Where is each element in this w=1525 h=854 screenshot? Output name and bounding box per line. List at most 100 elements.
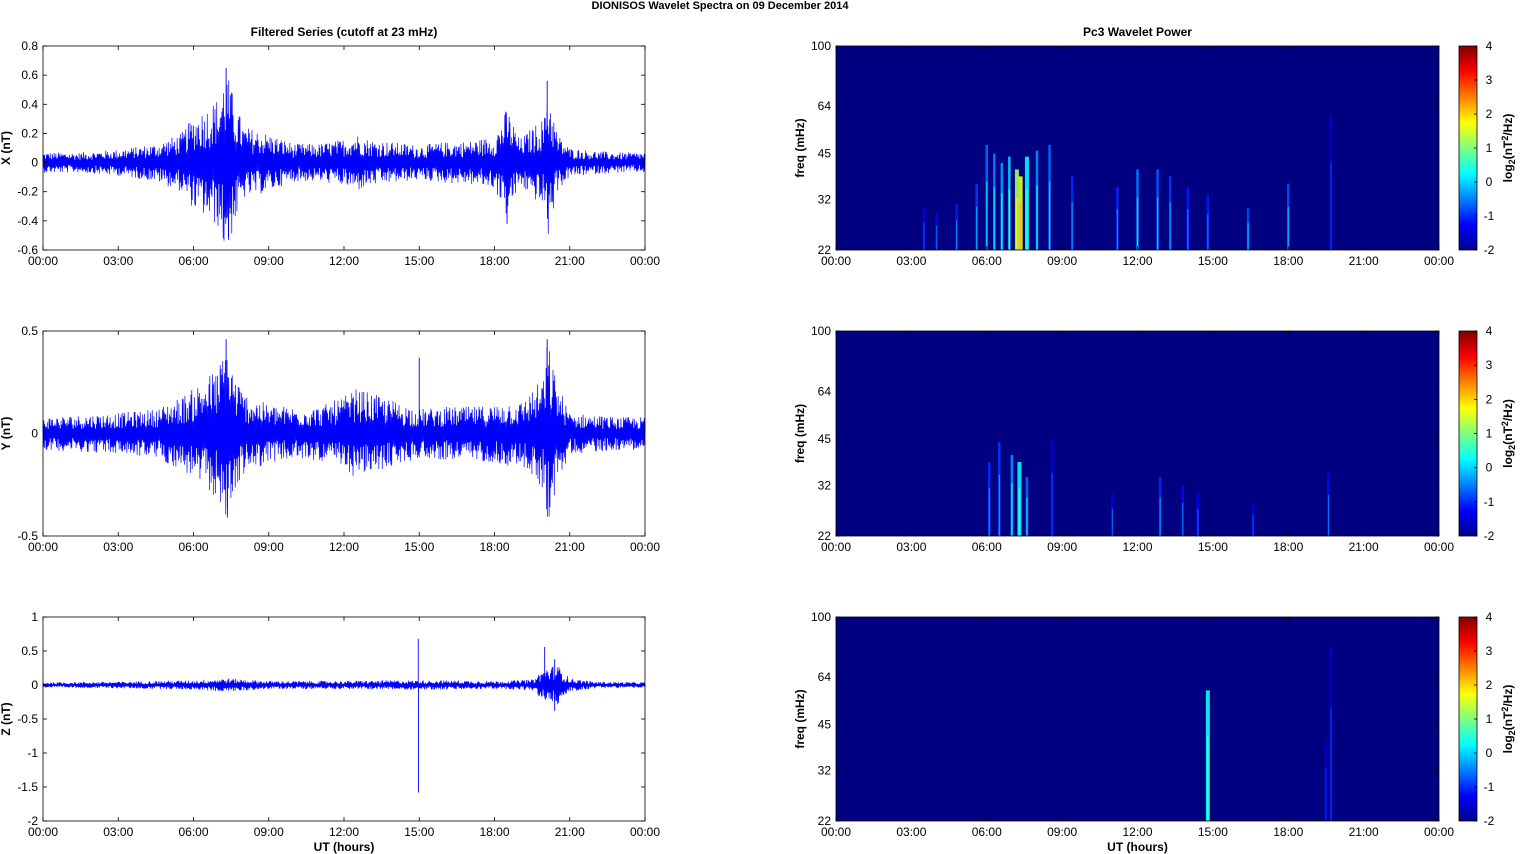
y-tick-label: 45 — [818, 432, 832, 446]
x-tick-label: 15:00 — [1198, 540, 1228, 554]
x-tick-label: 18:00 — [479, 540, 509, 554]
heatmap-streak-core — [1159, 497, 1161, 536]
heatmap-streak-core — [1011, 483, 1013, 536]
heatmap-streak-core — [993, 187, 995, 250]
colorbar-tick-label: 1 — [1486, 427, 1493, 441]
x-tick-label: 18:00 — [1273, 825, 1303, 839]
chart-title: Pc3 Wavelet Power — [1083, 25, 1192, 39]
y-tick-label: 1 — [31, 610, 38, 624]
y-axis-label: freq (mHz) — [793, 118, 807, 177]
heatmap-streak-core — [1016, 197, 1018, 250]
x-tick-label: 12:00 — [329, 825, 359, 839]
plot-area — [43, 617, 645, 821]
x-tick-label: 18:00 — [479, 254, 509, 268]
x-tick-label: 12:00 — [1122, 825, 1152, 839]
y-axis-label: X (nT) — [0, 131, 13, 165]
y-tick-label: 0.5 — [21, 324, 38, 338]
x-tick-label: 00:00 — [821, 825, 851, 839]
heatmap-streak-core — [1207, 214, 1209, 250]
heatmap-streak-core — [1330, 162, 1332, 250]
heatmap-streak-core — [1187, 209, 1189, 250]
x-tick-label: 15:00 — [1198, 254, 1228, 268]
x-tick-label: 03:00 — [103, 540, 133, 554]
y-tick-label: -0.4 — [17, 214, 38, 228]
y-tick-label: 0.8 — [21, 39, 38, 53]
colorbar-tick-label: 4 — [1486, 324, 1493, 338]
colorbar-tick-label: -1 — [1484, 495, 1495, 509]
heatmap-streak-core — [976, 206, 978, 250]
chart-title: Filtered Series (cutoff at 23 mHz) — [251, 25, 438, 39]
y-tick-label: 32 — [818, 478, 832, 492]
colorbar-tick-label: -2 — [1484, 814, 1495, 828]
y-tick-label: 32 — [818, 193, 832, 207]
x-tick-label: 03:00 — [896, 254, 926, 268]
x-axis-label: UT (hours) — [314, 840, 375, 854]
heatmap-streak-core — [1001, 193, 1003, 250]
x-tick-label: 06:00 — [178, 825, 208, 839]
heatmap-streak-core — [1020, 202, 1022, 250]
colorbar-label: log2(nT2/Hz) — [1500, 114, 1517, 183]
x-tick-label: 06:00 — [972, 825, 1002, 839]
chart-5: 00:00 03:00 06:00 09:00 12:00 15:00 18:00 21:00… — [793, 324, 1517, 554]
heatmap-streak-core — [1330, 707, 1332, 821]
x-tick-label: 03:00 — [896, 540, 926, 554]
y-tick-label: 100 — [811, 39, 831, 53]
figure-title: DIONISOS Wavelet Spectra on 09 December … — [592, 0, 850, 12]
heatmap-streak-core — [1207, 736, 1209, 821]
x-tick-label: 00:00 — [821, 254, 851, 268]
x-tick-label: 09:00 — [254, 540, 284, 554]
heatmap-streak-core — [1116, 209, 1118, 250]
colorbar-tick-label: 4 — [1486, 610, 1493, 624]
y-tick-label: -0.5 — [17, 529, 38, 543]
x-tick-label: 03:00 — [896, 825, 926, 839]
colorbar-label: log2(nT2/Hz) — [1500, 685, 1517, 754]
colorbar-tick-label: -1 — [1484, 209, 1495, 223]
x-tick-label: 00:00 — [821, 540, 851, 554]
y-tick-label: -0.5 — [17, 712, 38, 726]
heatmap-streak-core — [1051, 473, 1053, 536]
x-tick-label: 12:00 — [1122, 540, 1152, 554]
x-tick-label: 00:00 — [28, 825, 58, 839]
colorbar-tick-label: 3 — [1486, 358, 1493, 372]
colorbar-tick-label: -2 — [1484, 243, 1495, 257]
heatmap-streak-core — [1071, 202, 1073, 250]
heatmap-streak-core — [988, 487, 990, 536]
y-tick-label: 0 — [31, 156, 38, 170]
colorbar-tick-label: 3 — [1486, 73, 1493, 87]
y-axis-label: freq (mHz) — [793, 689, 807, 748]
x-tick-label: 15:00 — [1198, 825, 1228, 839]
series-line — [42, 80, 646, 241]
colorbar-tick-label: 2 — [1486, 107, 1493, 121]
heatmap-streak-core — [1287, 206, 1289, 250]
series-line — [42, 347, 646, 517]
y-tick-label: 22 — [818, 814, 832, 828]
x-tick-label: 03:00 — [103, 254, 133, 268]
x-tick-label: 21:00 — [555, 825, 585, 839]
y-tick-label: 45 — [818, 147, 832, 161]
heatmap-streak-core — [1111, 508, 1113, 536]
y-axis-label: Z (nT) — [0, 702, 13, 735]
heatmap-streak-core — [1026, 497, 1028, 536]
y-tick-label: -1.5 — [17, 780, 38, 794]
x-tick-label: 15:00 — [404, 254, 434, 268]
x-axis-label: UT (hours) — [1107, 840, 1168, 854]
y-tick-label: 0 — [31, 427, 38, 441]
y-tick-label: 45 — [818, 718, 832, 732]
x-tick-label: 06:00 — [972, 540, 1002, 554]
x-tick-label: 06:00 — [178, 254, 208, 268]
x-tick-label: 00:00 — [1424, 254, 1454, 268]
colorbar-tick-label: 1 — [1486, 712, 1493, 726]
x-tick-label: 06:00 — [178, 540, 208, 554]
x-tick-label: 09:00 — [254, 254, 284, 268]
y-tick-label: 22 — [818, 529, 832, 543]
colorbar-label: log2(nT2/Hz) — [1500, 399, 1517, 468]
heatmap-streak-core — [1252, 514, 1254, 536]
y-tick-label: 0 — [31, 678, 38, 692]
x-tick-label: 06:00 — [972, 254, 1002, 268]
y-tick-label: -0.6 — [17, 243, 38, 257]
x-tick-label: 21:00 — [555, 540, 585, 554]
heatmap-streak-core — [1169, 202, 1171, 250]
x-tick-label: 00:00 — [630, 540, 660, 554]
colorbar-tick-label: 2 — [1486, 678, 1493, 692]
